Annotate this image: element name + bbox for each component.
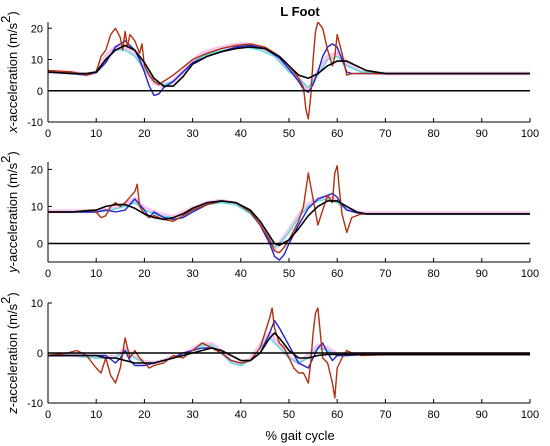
x-tick-label: 20 [138,409,150,421]
x-tick-label: 20 [138,268,150,280]
series-line-red [48,307,530,399]
x-tick-label: 70 [379,409,391,421]
x-tick-label: 30 [186,268,198,280]
series-group [48,164,530,261]
y-tick-label: 10 [31,55,43,67]
x-tick-label: 30 [186,128,198,140]
x-tick-label: 80 [427,128,439,140]
panel-2: 0 10 20 30 40 50 60 70 80 90 100 0 10 20 y-acceleratio… [0,151,539,280]
y-tick-label: 10 [31,298,43,310]
x-tick-label: 80 [427,268,439,280]
x-tick-label: 10 [90,409,102,421]
x-tick-label: 50 [283,268,295,280]
figure-title: L Foot [280,4,320,19]
x-tick-label: 90 [476,128,488,140]
x-tick-label: 60 [331,128,343,140]
x-tick-label: 80 [427,409,439,421]
series-line-blue [48,192,530,261]
x-tick-label: 100 [521,128,539,140]
x-tick-label: 90 [476,268,488,280]
x-tick-label: 40 [235,268,247,280]
x-tick-label: 60 [331,268,343,280]
x-tick-label: 10 [90,268,102,280]
y-axis-label: x-acceleration (m/s2) [0,11,20,133]
y-tick-label: -10 [27,117,43,129]
y-tick-label: 0 [37,238,43,250]
series-line-black [48,44,530,87]
series-line-black [48,200,530,247]
y-tick-label: 0 [37,348,43,360]
panels-group: 0 10 20 30 40 50 60 70 80 90 100-1001020x-accelera… [0,11,539,421]
x-tick-label: 0 [45,268,51,280]
x-tick-label: 50 [283,128,295,140]
x-tick-label: 10 [90,128,102,140]
x-tick-label: 0 [45,409,51,421]
y-tick-label: -10 [27,398,43,410]
x-tick-label: 40 [235,128,247,140]
x-tick-label: 90 [476,409,488,421]
x-tick-label: 70 [379,128,391,140]
x-tick-label: 70 [379,268,391,280]
x-tick-label: 40 [235,409,247,421]
y-tick-label: 20 [31,23,43,35]
series-line-pink [48,41,530,93]
panel-3: 0 10 20 30 40 50 60 70 80 90 100-10010z-accelerati… [0,292,539,421]
series-line-black [48,332,530,364]
x-tick-label: 20 [138,128,150,140]
panel-1: 0 10 20 30 40 50 60 70 80 90 100-1001020x-accelera… [0,11,539,140]
series-line-blue [48,319,530,369]
y-tick-label: 0 [37,86,43,98]
x-tick-label: 50 [283,409,295,421]
y-tick-label: 10 [31,201,43,213]
x-tick-label: 100 [521,409,539,421]
y-axis-label: y-acceleration (m/s2) [0,151,20,273]
x-tick-label: 100 [521,268,539,280]
x-tick-label: 60 [331,409,343,421]
y-axis-label: z-acceleration (m/s2) [0,292,20,414]
x-tick-label: 0 [45,128,51,140]
y-tick-label: 20 [31,164,43,176]
series-group [48,22,530,120]
x-axis-label: % gait cycle [265,428,334,443]
x-tick-label: 30 [186,409,198,421]
